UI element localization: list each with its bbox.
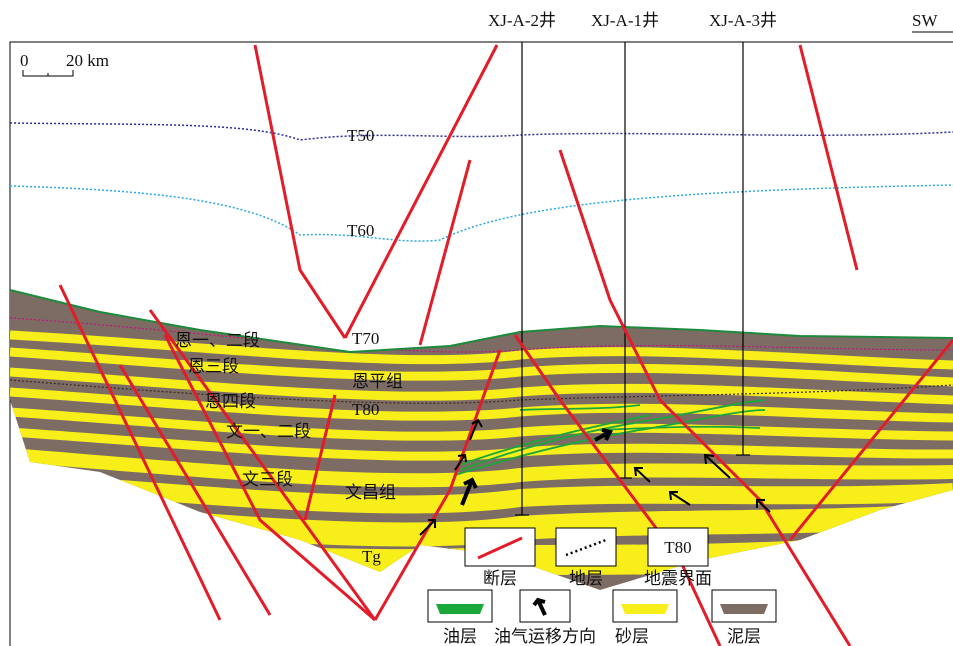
formation-labels: 恩一、二段 恩三段 恩四段 恩平组 文一、二段 文三段 文昌组 [175, 331, 403, 502]
wells [515, 42, 750, 516]
legend: T80 断层 地层 地震界面 油层 油气运移方向 砂层 泥层 [427, 527, 777, 646]
horizon-label: Tg [362, 547, 381, 566]
frame [9, 41, 953, 646]
legend-label: 地层 [569, 569, 603, 588]
well-label: XJ-A-1井 [591, 11, 659, 30]
legend-box [519, 589, 571, 623]
formation-label: 恩四段 [205, 392, 256, 411]
legend-label: 油层 [443, 627, 477, 646]
horizon-label: T70 [352, 329, 379, 348]
migration-arrows [419, 418, 771, 536]
legend-swatch [532, 597, 547, 616]
well-label: XJ-A-2井 [488, 11, 556, 30]
legend-swatch [720, 604, 768, 614]
legend-swatch [436, 604, 484, 614]
legend-swatch [477, 536, 523, 560]
scale-end: 20 km [66, 51, 109, 70]
legend-label: 油气运移方向 [494, 627, 596, 646]
oil-layers [454, 399, 766, 476]
direction: SW [912, 11, 938, 30]
legend-label: 断层 [483, 569, 517, 588]
legend-label: 泥层 [727, 627, 761, 646]
horizon-line [9, 184, 953, 242]
formation-label: 恩三段 [188, 357, 239, 376]
well-label: XJ-A-3井 [709, 11, 777, 30]
legend-swatch [565, 538, 607, 557]
horizon-label: T50 [347, 126, 374, 145]
scale-start: 0 [20, 51, 29, 70]
legend-swatch [621, 604, 669, 614]
legend-box [464, 527, 536, 567]
horizon-line [9, 122, 953, 141]
legend-label: 砂层 [615, 627, 649, 646]
faults [58, 44, 953, 646]
formation-label: 恩平组 [352, 372, 403, 391]
formation-label: 文三段 [242, 470, 293, 489]
horizon-label: T60 [347, 221, 374, 240]
formation-label: 文昌组 [345, 483, 396, 502]
legend-sample: T80 [664, 538, 691, 557]
formation-label: 文一、二段 [226, 422, 311, 441]
legend-box [647, 527, 709, 567]
formation-label: 恩一、二段 [175, 331, 260, 350]
horizon-label: T80 [352, 400, 379, 419]
top-surface [9, 289, 953, 354]
legend-label: 地震界面 [644, 569, 712, 588]
